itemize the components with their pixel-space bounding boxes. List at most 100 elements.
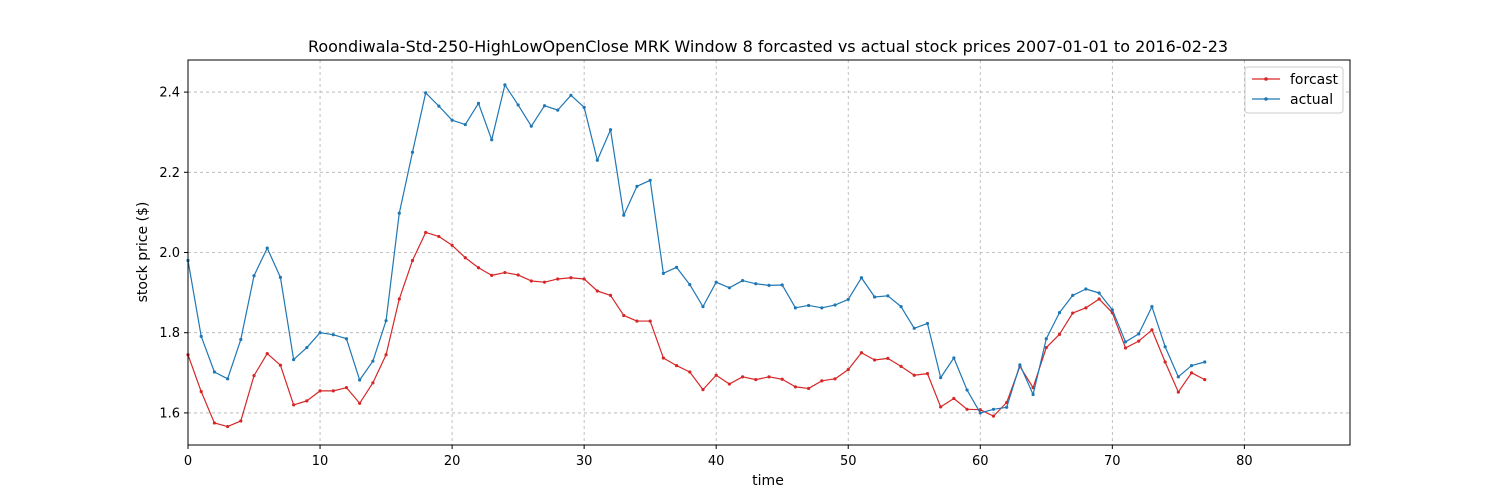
data-point-forcast — [701, 388, 705, 392]
data-point-forcast — [252, 374, 256, 378]
data-point-actual — [688, 282, 692, 287]
data-point-actual — [1031, 392, 1035, 397]
data-point-forcast — [595, 289, 599, 293]
data-point-actual — [820, 306, 824, 310]
series-line-forcast — [187, 231, 1206, 428]
data-point-forcast — [410, 258, 415, 263]
data-point-forcast — [344, 386, 349, 390]
data-point-actual — [1123, 340, 1128, 344]
data-point-actual — [358, 378, 362, 382]
data-point-forcast — [793, 385, 798, 389]
data-point-forcast — [740, 375, 745, 379]
y-tick-label: 1.6 — [159, 406, 180, 421]
data-point-actual — [226, 377, 230, 381]
data-point-actual — [714, 280, 718, 284]
legend-label-forcast: forcast — [1290, 72, 1339, 88]
data-point-actual — [674, 265, 679, 269]
data-point-actual — [846, 297, 850, 302]
data-point-actual — [265, 246, 269, 250]
data-point-forcast — [754, 378, 758, 382]
data-point-forcast — [239, 419, 243, 423]
data-point-actual — [622, 213, 626, 217]
data-point-actual — [278, 275, 283, 279]
data-point-actual — [780, 283, 784, 287]
x-tick-label: 50 — [840, 454, 857, 469]
data-point-forcast — [952, 396, 956, 401]
data-point-forcast — [899, 364, 903, 368]
data-point-actual — [740, 278, 745, 283]
legend-marker-actual — [1264, 97, 1268, 101]
x-tick-label: 40 — [708, 454, 725, 469]
data-point-forcast — [278, 363, 283, 367]
data-point-forcast — [305, 399, 309, 403]
data-point-actual — [292, 357, 296, 362]
x-tick-label: 70 — [1104, 454, 1121, 469]
data-point-forcast — [714, 373, 718, 377]
legend-marker-forcast — [1264, 77, 1268, 81]
data-point-forcast — [1097, 297, 1101, 301]
data-point-forcast — [582, 277, 586, 281]
data-point-actual — [1097, 291, 1101, 295]
data-point-forcast — [1150, 328, 1154, 332]
data-point-forcast — [569, 276, 573, 280]
data-point-forcast — [925, 372, 930, 376]
data-point-actual — [318, 331, 322, 335]
data-point-forcast — [1189, 371, 1194, 375]
data-point-actual — [344, 337, 349, 341]
y-axis-ticks: 1.6 1.8 2.0 2.2 2.4 — [159, 86, 188, 421]
data-point-actual — [1005, 405, 1009, 409]
data-point-actual — [582, 105, 586, 109]
y-tick-label: 2.2 — [159, 166, 180, 181]
data-point-forcast — [199, 390, 203, 394]
data-point-forcast — [1031, 386, 1035, 390]
x-tick-label: 0 — [184, 454, 192, 469]
data-point-forcast — [542, 280, 547, 284]
y-tick-label: 2.0 — [159, 246, 180, 261]
data-point-forcast — [820, 379, 824, 383]
data-point-actual — [701, 305, 705, 309]
data-point-actual — [397, 211, 401, 215]
data-point-forcast — [859, 351, 864, 355]
x-tick-label: 80 — [1236, 454, 1253, 469]
data-point-actual — [1137, 332, 1141, 336]
data-point-forcast — [807, 386, 811, 391]
data-point-actual — [239, 337, 243, 342]
data-point-actual — [529, 124, 533, 128]
data-point-forcast — [450, 243, 454, 247]
y-tick-label: 2.4 — [159, 86, 180, 101]
data-point-actual — [1150, 305, 1154, 309]
x-axis-ticks: 0 10 20 30 40 50 60 70 80 — [184, 445, 1253, 469]
data-point-forcast — [463, 256, 467, 260]
data-point-actual — [424, 91, 428, 95]
data-point-actual — [1084, 287, 1088, 291]
data-point-actual — [925, 321, 930, 326]
data-point-actual — [569, 93, 573, 97]
data-point-forcast — [331, 389, 335, 393]
data-point-forcast — [476, 266, 481, 270]
data-point-forcast — [212, 421, 217, 425]
data-point-forcast — [965, 407, 969, 411]
data-point-forcast — [556, 277, 560, 281]
data-point-forcast — [886, 356, 890, 360]
data-point-forcast — [371, 381, 375, 385]
data-point-actual — [410, 150, 415, 154]
data-point-actual — [793, 306, 798, 310]
data-point-actual — [873, 295, 877, 299]
data-point-actual — [899, 305, 903, 309]
x-axis-label: time — [752, 473, 784, 489]
data-point-forcast — [1084, 306, 1088, 310]
data-point-forcast — [424, 230, 428, 235]
data-point-forcast — [1163, 360, 1167, 364]
x-tick-label: 30 — [576, 454, 593, 469]
data-point-actual — [305, 345, 309, 350]
data-point-actual — [371, 359, 375, 363]
data-point-actual — [1110, 308, 1114, 312]
data-point-actual — [212, 370, 217, 374]
data-point-actual — [1057, 311, 1062, 315]
data-point-actual — [450, 118, 454, 122]
data-point-actual — [1176, 375, 1180, 379]
data-point-actual — [516, 103, 520, 107]
data-point-actual — [912, 326, 916, 330]
data-point-actual — [556, 108, 560, 112]
